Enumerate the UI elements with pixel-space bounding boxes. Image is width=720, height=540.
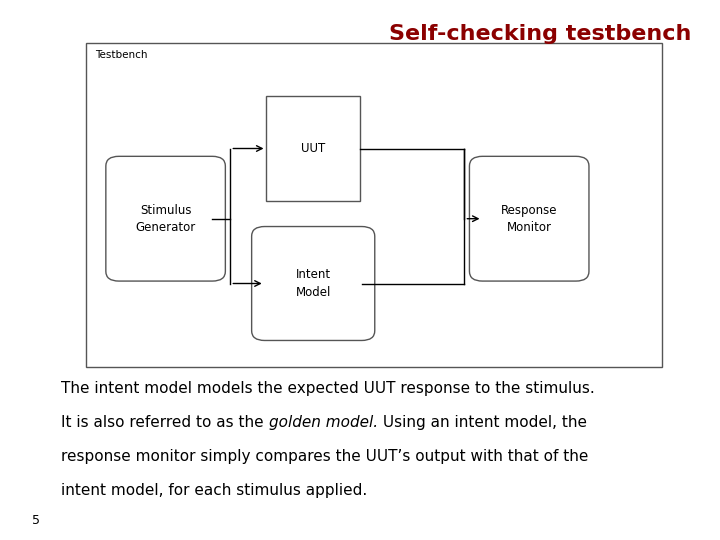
Text: Stimulus
Generator: Stimulus Generator <box>135 204 196 234</box>
FancyBboxPatch shape <box>469 157 589 281</box>
Text: Intent
Model: Intent Model <box>295 268 331 299</box>
Text: Testbench: Testbench <box>95 50 148 60</box>
Text: response monitor simply compares the UUT’s output with that of the: response monitor simply compares the UUT… <box>61 449 588 464</box>
FancyBboxPatch shape <box>106 157 225 281</box>
FancyBboxPatch shape <box>266 96 360 201</box>
Text: golden model.: golden model. <box>269 415 378 430</box>
Text: The intent model models the expected UUT response to the stimulus.: The intent model models the expected UUT… <box>61 381 595 396</box>
Text: 5: 5 <box>32 514 40 526</box>
Text: intent model, for each stimulus applied.: intent model, for each stimulus applied. <box>61 483 367 498</box>
Text: UUT: UUT <box>301 142 325 155</box>
Text: It is also referred to as the: It is also referred to as the <box>61 415 269 430</box>
Text: Self-checking testbench: Self-checking testbench <box>389 24 691 44</box>
FancyBboxPatch shape <box>86 43 662 367</box>
Text: Response
Monitor: Response Monitor <box>501 204 557 234</box>
Text: Using an intent model, the: Using an intent model, the <box>378 415 587 430</box>
FancyBboxPatch shape <box>252 227 374 341</box>
